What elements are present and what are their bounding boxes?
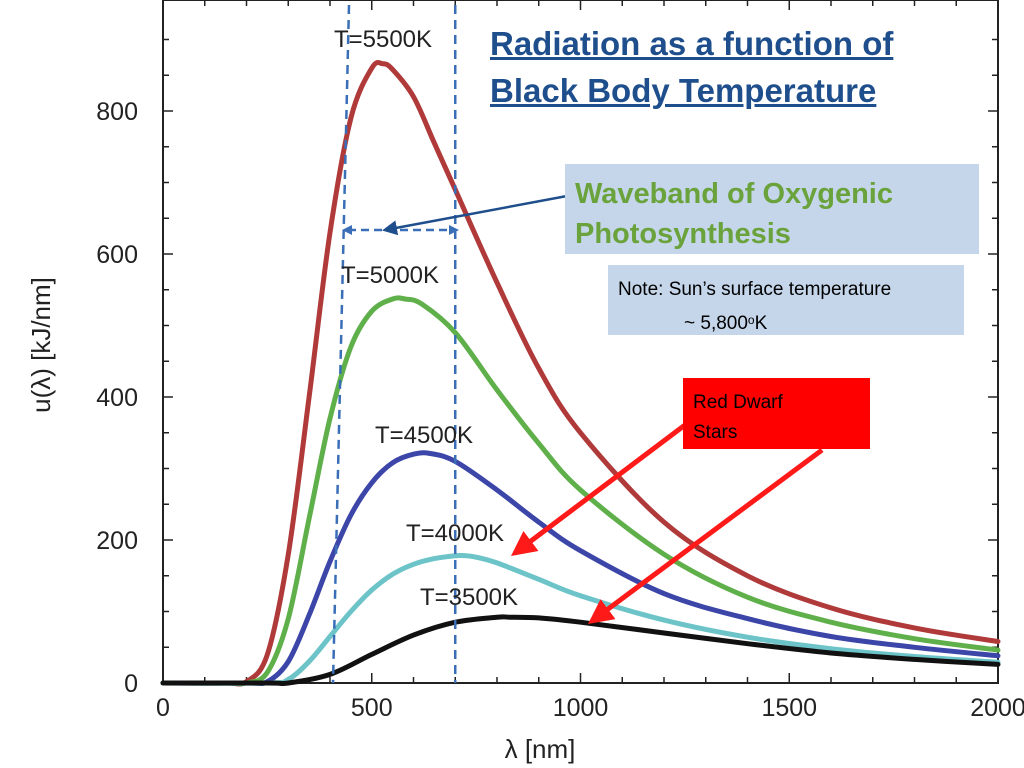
waveband-arrowhead-left: [342, 225, 352, 235]
title-line-2: Black Body Temperature: [490, 72, 877, 109]
x-tick-label: 0: [156, 694, 170, 722]
note-line-1: Note: Sun’s surface temperature: [618, 279, 892, 300]
label-4500k: T=4500K: [375, 422, 473, 449]
curve-4000k: [160, 552, 1001, 686]
y-tick-label: 600: [96, 241, 138, 269]
curves: [160, 59, 1001, 687]
label-5000k: T=5000K: [341, 262, 439, 289]
note-value: ~ 5,800: [684, 313, 748, 334]
red-dwarf-arrow-4000k: [511, 423, 687, 557]
degree-symbol: o: [747, 313, 755, 327]
y-tick-label: 0: [124, 670, 138, 698]
arrows: [382, 194, 824, 624]
x-tick-label: 1000: [553, 694, 609, 722]
x-tick-label: 500: [351, 694, 393, 722]
note-unit: K: [754, 313, 768, 334]
note-line-2: ~ 5,800oK: [618, 305, 956, 339]
waveband-left-edge: [331, 4, 351, 684]
waveband-line-2: Photosynthesis: [575, 218, 791, 250]
y-tick-label: 800: [96, 98, 138, 126]
tick-labels: 0 500 1000 1500 2000 0 200 400 600 800: [96, 98, 1024, 722]
red-dwarf-line-2: Stars: [693, 422, 738, 443]
title-line-1: Radiation as a function of: [490, 25, 894, 62]
sun-temperature-note: Note: Sun’s surface temperature ~ 5,800o…: [608, 265, 964, 335]
waveband-pointer-arrow: [382, 194, 568, 236]
label-5500k: T=5500K: [334, 26, 432, 53]
waveband-line-1: Waveband of Oxygenic: [575, 178, 893, 210]
y-axis-label: u(λ) [kJ/nm]: [26, 277, 56, 413]
x-tick-label: 1500: [761, 694, 817, 722]
y-tick-label: 400: [96, 384, 138, 412]
red-dwarf-callout: Red Dwarf Stars: [683, 378, 870, 449]
curve-4500k: [160, 450, 1001, 687]
waveband-callout: Waveband of Oxygenic Photosynthesis: [565, 164, 979, 254]
label-3500k: T=3500K: [420, 584, 518, 611]
x-tick-label: 2000: [970, 694, 1024, 722]
label-4000k: T=4000K: [406, 520, 504, 547]
waveband-arrowhead-right: [449, 225, 459, 235]
red-dwarf-arrow-3500k: [587, 447, 824, 624]
x-axis-label: λ [nm]: [505, 734, 576, 764]
curve-annotations: T=5500K T=5000K T=4500K T=4000K T=3500K: [334, 26, 518, 611]
curve-5500k: [160, 59, 1001, 687]
slide-title: Radiation as a function of Black Body Te…: [490, 20, 990, 114]
red-dwarf-line-1: Red Dwarf: [693, 392, 783, 413]
curve-3500k: [160, 614, 1001, 687]
waveband-dashes: [331, 4, 459, 684]
curve-5000k: [160, 295, 1001, 687]
y-tick-label: 200: [96, 527, 138, 555]
